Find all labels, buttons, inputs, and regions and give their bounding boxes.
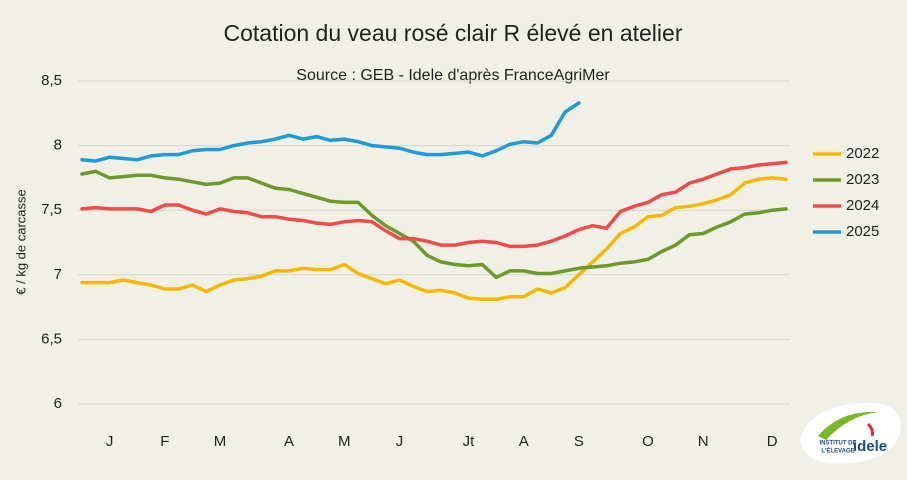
- y-tick-label: 8,5: [41, 72, 62, 89]
- x-tick-label: J: [106, 433, 114, 450]
- x-tick-label: D: [767, 433, 778, 450]
- logo-text: INSTITUT DE: [820, 441, 857, 447]
- y-tick-label: 8: [54, 137, 62, 154]
- y-tick-label: 6,5: [41, 330, 62, 347]
- logo-swoosh: [818, 411, 878, 440]
- x-tick-label: S: [574, 433, 584, 450]
- x-tick-label: M: [338, 433, 351, 450]
- logo-text: L'ÉLEVAGE: [821, 447, 854, 455]
- x-tick-label: J: [396, 433, 404, 450]
- logo: INSTITUT DE L'ÉLEVAGE idele: [800, 402, 901, 464]
- logo-name: idele: [853, 438, 887, 455]
- legend-label: 2022: [846, 145, 879, 162]
- legend-label: 2025: [846, 223, 879, 240]
- series-line: [80, 176, 788, 302]
- x-tick-label: N: [698, 433, 709, 450]
- series-line: [80, 160, 788, 249]
- y-tick-label: 7,5: [41, 201, 62, 218]
- y-tick-label: 6: [54, 395, 62, 412]
- chart-title: Cotation du veau rosé clair R élevé en a…: [224, 20, 683, 46]
- legend-label: 2024: [846, 197, 879, 214]
- x-tick-label: F: [160, 433, 169, 450]
- x-tick-label: A: [284, 433, 294, 450]
- x-tick-label: M: [214, 433, 227, 450]
- logo-accent: [866, 422, 874, 437]
- y-tick-label: 7: [54, 266, 62, 283]
- y-axis-label: € / kg de carcasse: [13, 189, 28, 295]
- x-tick-label: A: [519, 433, 529, 450]
- x-tick-label: O: [642, 433, 654, 450]
- logo-background: [800, 402, 901, 464]
- legend-label: 2023: [846, 171, 879, 188]
- x-tick-label: Jt: [463, 433, 476, 450]
- series-line: [80, 169, 788, 280]
- chart-subtitle: Source : GEB - Idele d'après FranceAgriM…: [296, 67, 610, 84]
- series-line: [80, 101, 581, 163]
